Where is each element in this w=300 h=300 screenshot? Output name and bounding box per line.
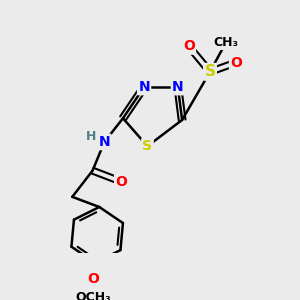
Text: S: S xyxy=(205,64,215,79)
Text: O: O xyxy=(230,56,242,70)
Text: N: N xyxy=(172,80,184,94)
Text: S: S xyxy=(142,139,152,153)
Text: N: N xyxy=(138,80,150,94)
Text: N: N xyxy=(99,135,110,149)
Text: O: O xyxy=(115,175,127,189)
Text: O: O xyxy=(183,40,195,53)
Text: H: H xyxy=(86,130,96,142)
Text: CH₃: CH₃ xyxy=(214,36,239,49)
Text: O: O xyxy=(88,272,99,286)
Text: OCH₃: OCH₃ xyxy=(76,291,111,300)
